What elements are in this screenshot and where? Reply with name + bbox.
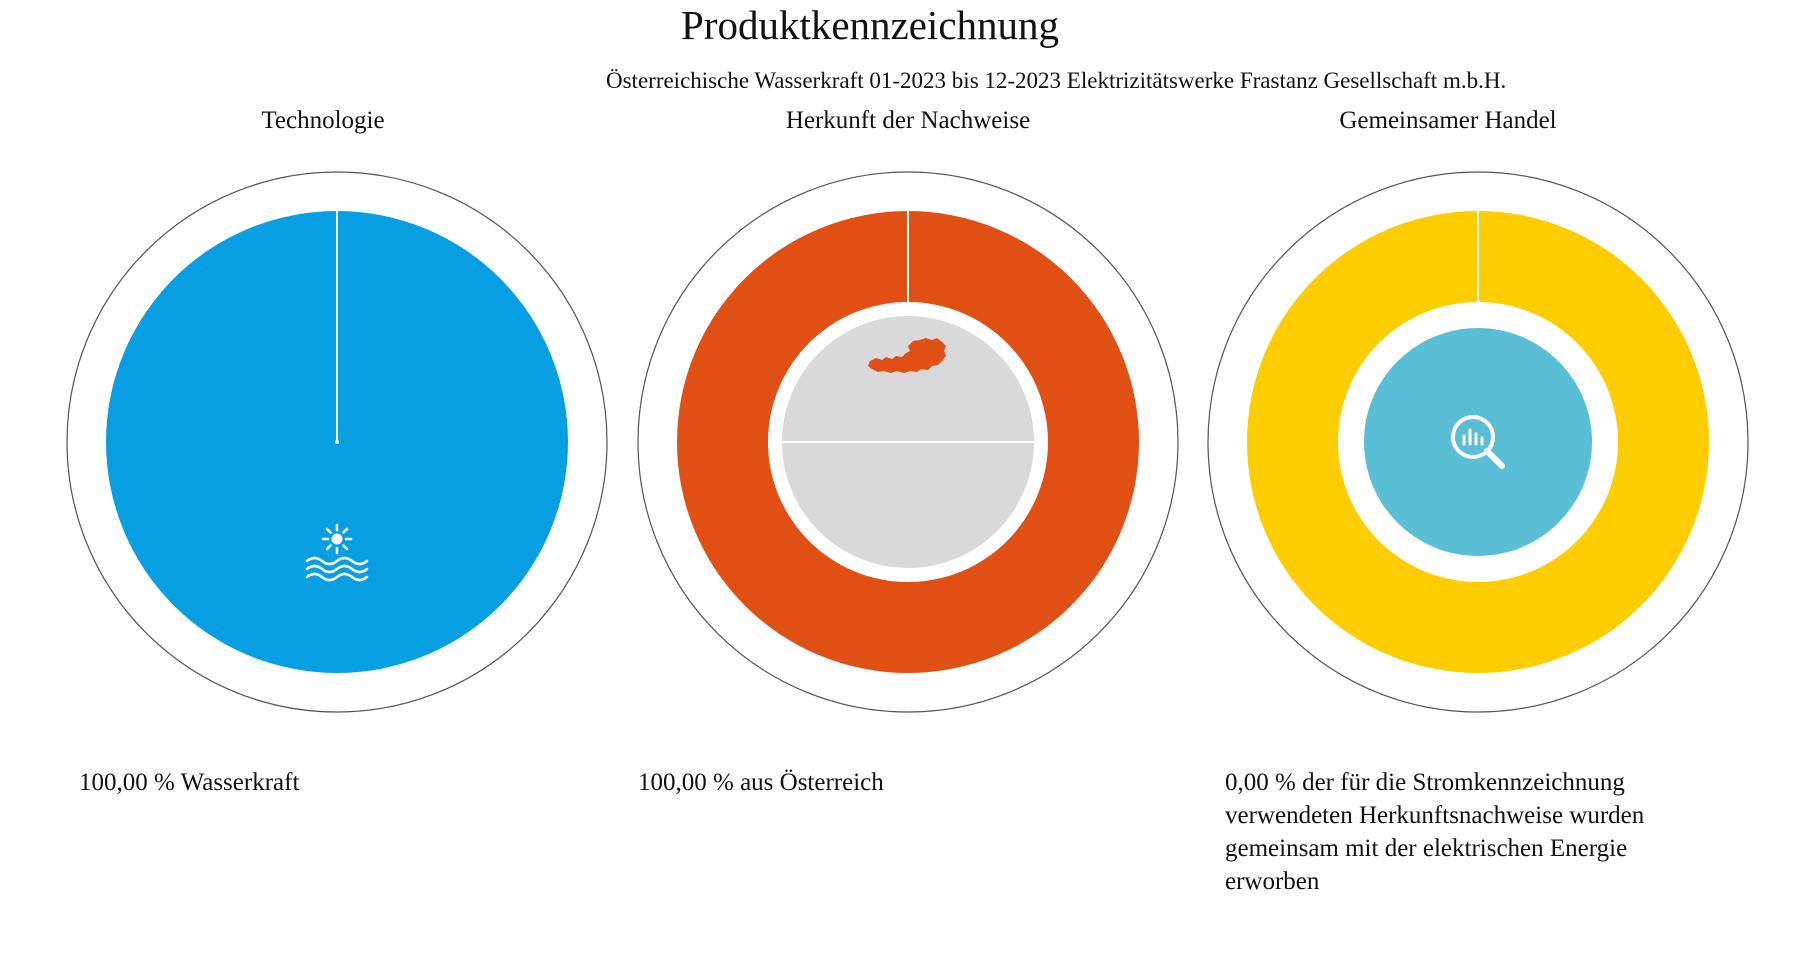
page-title: Produktkennzeichnung (680, 2, 1060, 48)
technology-outer-ring (66, 171, 608, 713)
technology-chart-title: Technologie (261, 107, 385, 134)
trade-donut-chart (1207, 171, 1749, 713)
origin-chart-title: Herkunft der Nachweise (785, 107, 1031, 134)
trade-caption: 0,00 % der für die Stromkennzeichnung ve… (1225, 769, 1645, 895)
technology-center-dot (335, 440, 339, 444)
origin-donut-chart (637, 171, 1179, 713)
origin-outer-ring (637, 171, 1179, 713)
trade-outer-ring (1207, 171, 1749, 713)
technology-caption: 100,00 % Wasserkraft (79, 769, 300, 796)
magnifier-chart-icon (1451, 415, 1505, 469)
trade-inner-disc (1364, 328, 1592, 556)
trade-chart-title: Gemeinsamer Handel (1339, 107, 1557, 134)
technology-pie-chart (66, 171, 608, 713)
austria-map-icon (868, 338, 946, 373)
sun-water-icon (305, 523, 369, 582)
page-subtitle: Österreichische Wasserkraft 01-2023 bis … (606, 68, 1507, 93)
origin-caption: 100,00 % aus Österreich (638, 769, 884, 796)
